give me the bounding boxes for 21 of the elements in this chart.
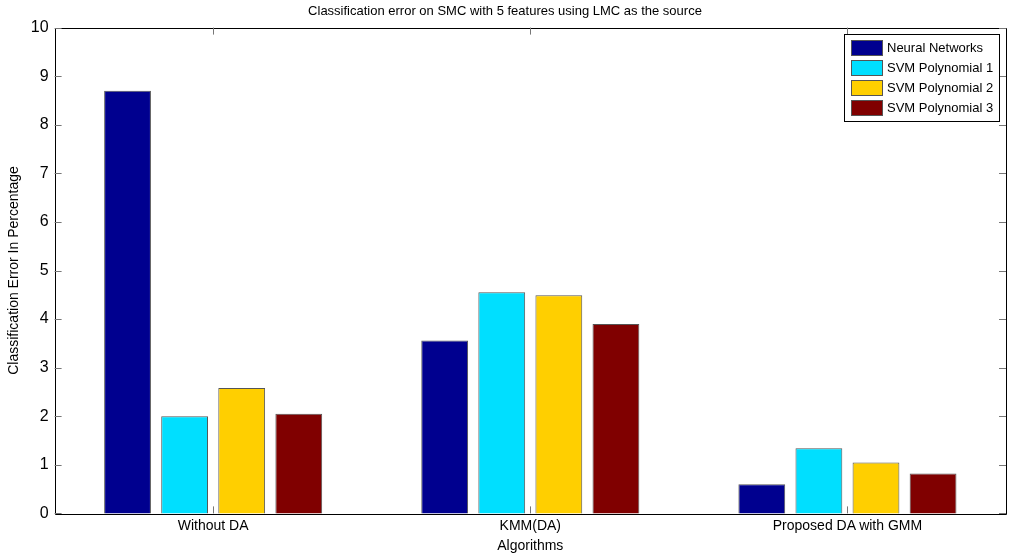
x-tick-label: KMM(DA) <box>499 516 562 533</box>
y-tick-label: 4 <box>39 309 49 327</box>
legend-label: SVM Polynomial 1 <box>887 60 994 76</box>
y-tick-label: 0 <box>39 503 49 521</box>
legend-label: SVM Polynomial 3 <box>887 100 994 116</box>
x-tick-label: Without DA <box>177 516 250 533</box>
y-tick-label: 9 <box>39 66 49 84</box>
legend-label: Neural Networks <box>887 40 984 56</box>
y-tick-label: 6 <box>39 212 49 230</box>
legend-label: SVM Polynomial 2 <box>887 80 994 96</box>
y-tick-label: 8 <box>39 115 49 133</box>
chart-title: Classification error on SMC with 5 features using LMC as the source <box>308 3 702 19</box>
y-tick-label: 3 <box>39 358 49 376</box>
y-tick-label: 2 <box>39 406 49 424</box>
y-tick-label: 1 <box>39 455 49 473</box>
x-axis-title: Algorithms <box>497 537 564 554</box>
y-tick-label: 7 <box>39 163 49 181</box>
x-tick-label: Proposed DA with GMM <box>772 516 923 533</box>
y-tick-label: 10 <box>30 18 49 36</box>
y-axis-title: Classification Error In Percentage <box>5 166 22 375</box>
y-tick-label: 5 <box>39 260 49 278</box>
